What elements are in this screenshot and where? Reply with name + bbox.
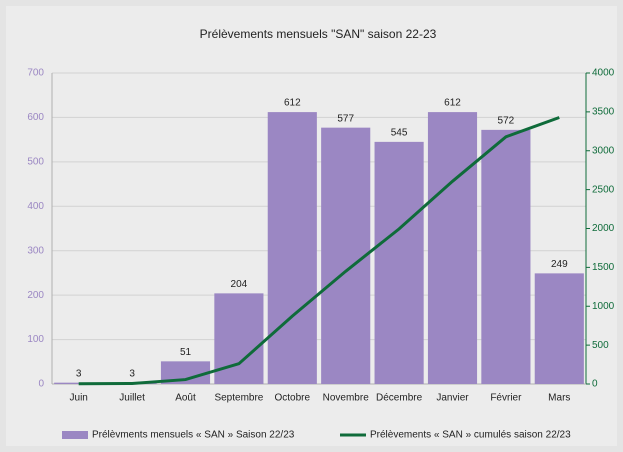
y-tick-label: 300 <box>27 245 44 256</box>
data-label: 612 <box>444 98 461 109</box>
y-tick-label: 200 <box>27 290 44 301</box>
legend-label: Prélèvements « SAN » cumulés saison 22/2… <box>370 430 571 441</box>
bar <box>321 127 371 384</box>
bar <box>160 361 211 384</box>
y2-tick-label: 4000 <box>592 68 615 79</box>
x-tick-label: Septembre <box>214 393 263 404</box>
bar <box>267 112 317 385</box>
data-label: 612 <box>284 98 301 109</box>
data-label: 3 <box>76 368 82 379</box>
x-tick-label: Octobre <box>275 393 311 404</box>
y-tick-label: 100 <box>27 334 44 345</box>
bar <box>534 273 584 384</box>
y2-tick-label: 1000 <box>592 301 615 312</box>
x-tick-label: Juillet <box>119 393 145 404</box>
x-tick-label: Janvier <box>436 393 469 404</box>
y-tick-label: 0 <box>38 379 44 390</box>
y2-tick-label: 500 <box>592 340 609 351</box>
bar <box>214 293 264 384</box>
x-tick-label: Février <box>490 393 522 404</box>
y-tick-label: 400 <box>27 201 44 212</box>
data-label: 577 <box>337 113 354 124</box>
x-tick-label: Mars <box>548 393 570 404</box>
x-tick-label: Décembre <box>376 393 423 404</box>
legend-swatch <box>62 431 88 439</box>
y2-tick-label: 2000 <box>592 223 615 234</box>
y-tick-label: 500 <box>27 156 44 167</box>
y2-tick-label: 0 <box>592 379 598 390</box>
legend-label: Prélèvments mensuels « SAN » Saison 22/2… <box>92 430 295 441</box>
bar <box>427 112 478 385</box>
chart-title: Prélèvements mensuels "SAN" saison 22-23 <box>200 27 437 41</box>
data-label: 249 <box>551 259 568 270</box>
x-tick-label: Novembre <box>323 393 370 404</box>
y2-tick-label: 2500 <box>592 184 615 195</box>
y-tick-label: 600 <box>27 112 44 123</box>
data-label: 3 <box>129 368 135 379</box>
data-label: 572 <box>498 116 515 127</box>
y2-tick-label: 3000 <box>592 145 615 156</box>
y2-tick-label: 3500 <box>592 107 615 118</box>
line <box>78 116 560 386</box>
x-tick-label: Juin <box>70 393 88 404</box>
x-tick-label: Août <box>175 393 196 404</box>
data-label: 51 <box>180 347 192 358</box>
data-label: 204 <box>231 279 248 290</box>
bar <box>374 141 424 384</box>
y2-tick-label: 1500 <box>592 262 615 273</box>
data-label: 545 <box>391 128 408 139</box>
bar <box>481 129 531 384</box>
y-tick-label: 700 <box>27 68 44 79</box>
